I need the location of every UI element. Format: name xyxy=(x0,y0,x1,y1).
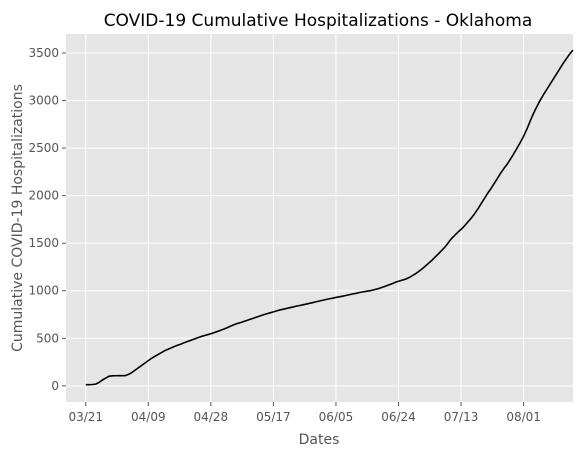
plot-area xyxy=(66,34,573,402)
x-tick-label: 06/24 xyxy=(381,410,416,424)
series-layer xyxy=(85,49,574,386)
x-tick-label: 07/13 xyxy=(444,410,479,424)
grid-lines xyxy=(66,34,573,402)
x-axis-ticks: 03/21 04/09 04/28 05/17 06/05 06/24 07/13 08/01 xyxy=(68,402,541,424)
series-line-0 xyxy=(85,49,574,386)
y-tick-label: 1000 xyxy=(28,284,59,298)
y-tick-label: 2500 xyxy=(28,141,59,155)
x-tick-label: 05/17 xyxy=(256,410,291,424)
y-axis-ticks: 0 500 1000 1500 2000 2500 3000 3500 xyxy=(28,46,66,393)
x-tick-label: 04/28 xyxy=(194,410,229,424)
y-tick-label: 500 xyxy=(36,331,59,345)
y-tick-label: 2000 xyxy=(28,189,59,203)
x-tick-label: 06/05 xyxy=(319,410,354,424)
y-tick-label: 3000 xyxy=(28,94,59,108)
y-tick-label: 1500 xyxy=(28,236,59,250)
y-tick-label: 3500 xyxy=(28,46,59,60)
chart-title: COVID-19 Cumulative Hospitalizations - O… xyxy=(104,11,533,31)
x-axis-label: Dates xyxy=(299,432,340,448)
x-tick-label: 03/21 xyxy=(68,410,103,424)
y-tick-label: 0 xyxy=(51,379,59,393)
x-tick-label: 04/09 xyxy=(131,410,166,424)
x-tick-label: 08/01 xyxy=(506,410,541,424)
y-axis-label: Cumulative COVID-19 Hospitalizations xyxy=(10,84,26,352)
